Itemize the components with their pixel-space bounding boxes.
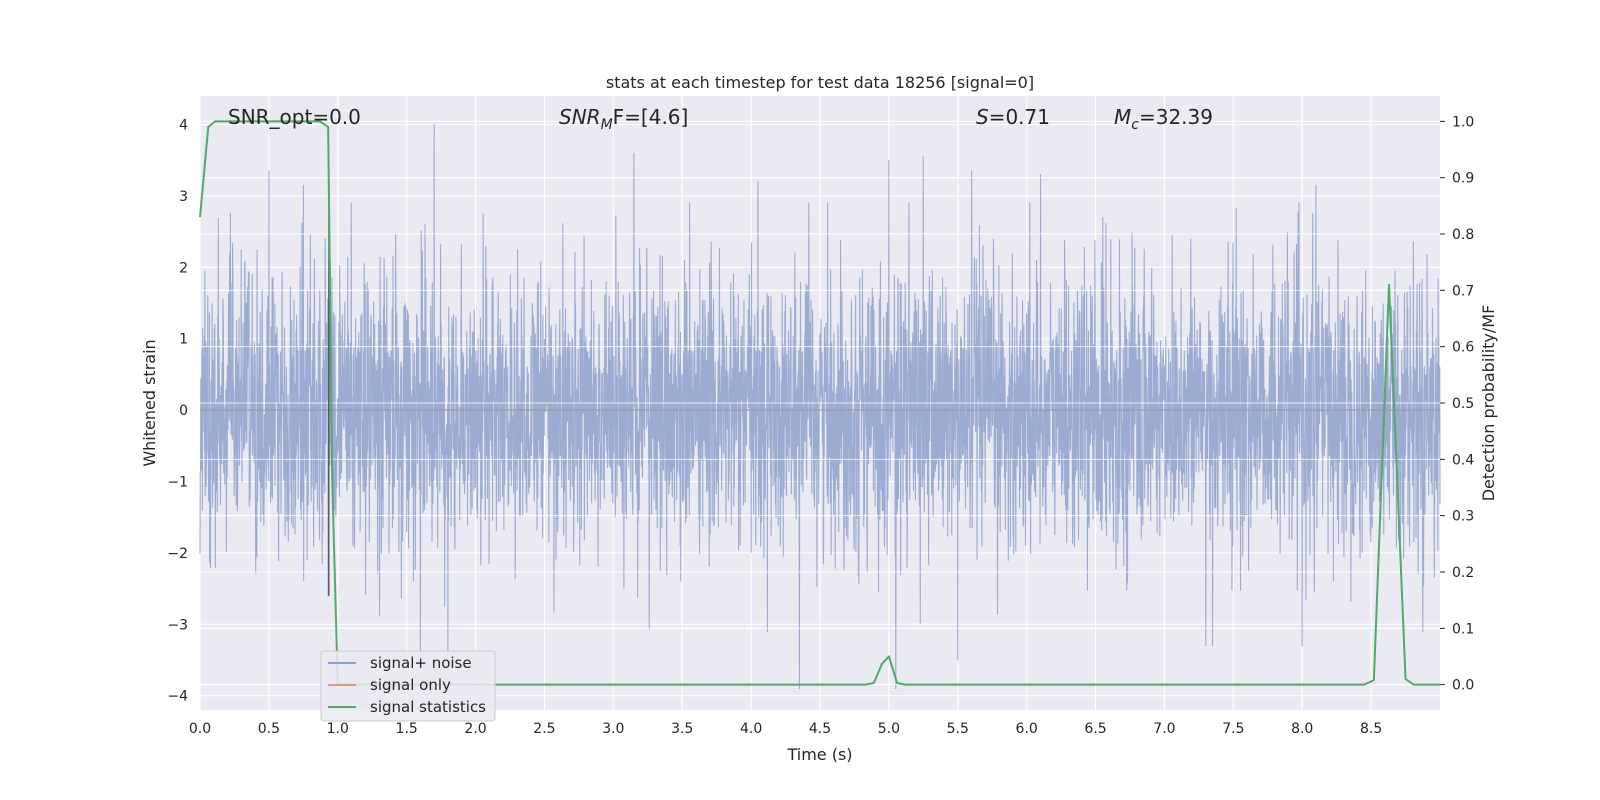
legend-box (320, 650, 496, 722)
annotation-mc-main: M (1114, 105, 1131, 129)
annotation-snr-mf-rest: F=[4.6] (613, 105, 689, 129)
right-y-tick-labels: 1.0 0.9 0.8 0.7 0.6 0.5 0.4 0.3 0.2 0.1 0.0 (1440, 114, 1474, 694)
right-y-tick-label: 0.3 (1452, 509, 1474, 525)
annotations: SNR_opt=0.0 SNRMF=[4.6] S=0.71 Mc=32.39 (228, 105, 1213, 133)
left-y-tick-label: −4 (167, 689, 188, 705)
annotation-mc-rest: =32.39 (1139, 105, 1213, 129)
x-tick-label: 3.5 (671, 721, 693, 737)
x-tick-label: 5.5 (947, 721, 969, 737)
x-tick-label: 6.0 (1016, 721, 1038, 737)
right-y-tick-label: 0.5 (1452, 396, 1474, 412)
right-y-tick-label: 0.2 (1452, 565, 1474, 581)
right-y-tick-label: 0.8 (1452, 227, 1474, 243)
right-y-tick-label: 0.0 (1452, 678, 1474, 694)
x-tick-labels: 0.0 0.5 1.0 1.5 2.0 2.5 3.0 3.5 4.0 4.5 5.0 5.5 6.0 6… (189, 721, 1382, 737)
right-y-tick-label: 0.7 (1452, 283, 1474, 299)
x-tick-label: 5.0 (878, 721, 900, 737)
annotation-snr-mf-sub: M (601, 117, 613, 133)
left-y-tick-label: 1 (179, 332, 188, 348)
annotation-s-main: S (976, 105, 989, 129)
chart-title: stats at each timestep for test data 182… (606, 73, 1034, 92)
x-tick-label: 0.5 (258, 721, 280, 737)
legend-label-signal-plus-noise: signal+ noise (370, 654, 472, 672)
x-tick-label: 7.5 (1222, 721, 1244, 737)
x-tick-label: 4.0 (740, 721, 762, 737)
left-y-tick-label: −1 (167, 475, 188, 491)
left-y-tick-label: −2 (167, 546, 188, 562)
x-tick-label: 1.0 (327, 721, 349, 737)
annotation-snr-mf-main: SNR (559, 105, 601, 129)
right-y-tick-label: 0.1 (1452, 621, 1474, 637)
annotation-s-rest: =0.71 (989, 105, 1050, 129)
left-y-tick-labels: 4 3 2 1 0 −1 −2 −3 −4 (167, 118, 188, 705)
x-tick-label: 7.0 (1153, 721, 1175, 737)
left-y-tick-label: 0 (179, 403, 188, 419)
right-y-tick-label: 0.4 (1452, 452, 1474, 468)
legend: signal+ noise signal only signal statist… (320, 650, 496, 722)
x-tick-label: 0.0 (189, 721, 211, 737)
series-signal-statistics (199, 120, 1440, 686)
x-tick-label: 8.0 (1291, 721, 1313, 737)
x-axis-label: Time (s) (786, 745, 852, 764)
annotation-mc-sub: c (1131, 117, 1139, 133)
x-tick-label: 6.5 (1084, 721, 1106, 737)
x-tick-label: 2.0 (464, 721, 486, 737)
left-y-axis-label: Whitened strain (140, 339, 159, 466)
legend-label-signal-only: signal only (370, 676, 451, 694)
left-y-tick-label: 4 (179, 118, 188, 134)
signal-plus-noise-line (199, 124, 1441, 690)
right-y-tick-label: 0.9 (1452, 171, 1474, 187)
left-y-tick-label: −3 (167, 617, 188, 633)
left-y-tick-label: 3 (179, 189, 188, 205)
legend-label-signal-statistics: signal statistics (370, 698, 486, 716)
x-tick-label: 8.5 (1360, 721, 1382, 737)
right-y-axis-label: Detection probability/MF (1479, 305, 1498, 502)
x-tick-label: 2.5 (533, 721, 555, 737)
right-y-tick-label: 1.0 (1452, 114, 1474, 130)
annotation-snr-opt: SNR_opt=0.0 (228, 105, 361, 129)
annotation-mc: Mc=32.39 (1114, 105, 1213, 133)
annotation-s: S=0.71 (976, 105, 1050, 129)
annotation-snr-mf: SNRMF=[4.6] (559, 105, 688, 133)
x-tick-label: 4.5 (809, 721, 831, 737)
right-y-tick-label: 0.6 (1452, 340, 1474, 356)
x-tick-label: 1.5 (396, 721, 418, 737)
signal-statistics-line (199, 120, 1440, 686)
left-y-tick-label: 2 (179, 260, 188, 276)
x-tick-label: 3.0 (602, 721, 624, 737)
